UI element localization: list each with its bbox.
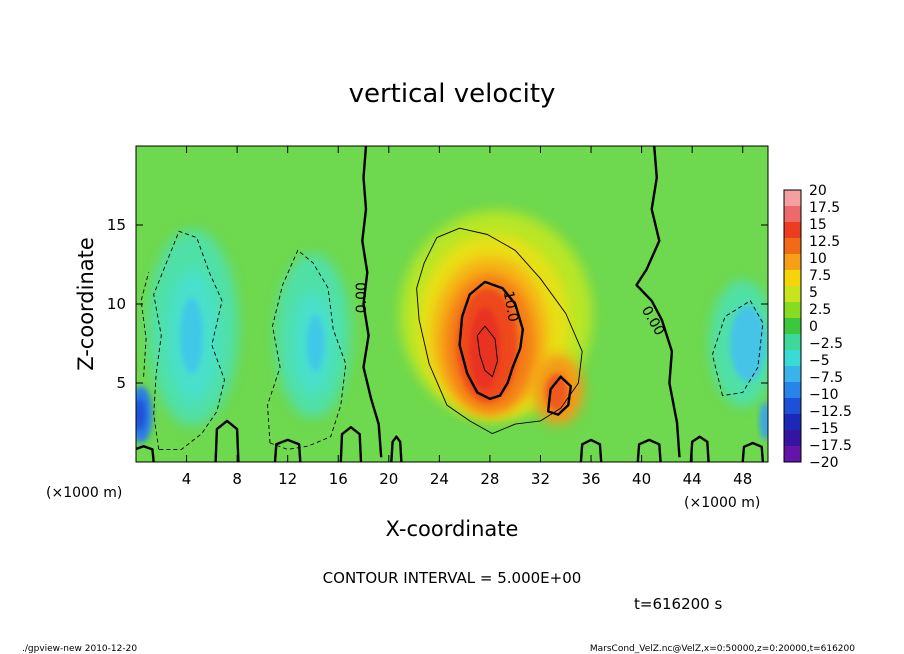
colorbar-swatch — [784, 254, 801, 271]
contour-label: 10.0 — [500, 290, 521, 323]
heatmap-field — [136, 210, 768, 444]
contour-negative — [711, 300, 764, 397]
colorbar-swatch — [784, 366, 801, 383]
contour-core — [476, 325, 498, 378]
contour-zero-bump — [273, 438, 302, 462]
heatmap-blob — [730, 305, 766, 382]
colorbar-label: −17.5 — [809, 438, 852, 454]
colorbar-swatch — [784, 430, 801, 447]
colorbar-frame — [783, 189, 802, 463]
contour-negative — [140, 272, 150, 377]
colorbar-swatch — [784, 318, 801, 335]
colorbar-label: 15 — [809, 217, 827, 233]
x-tick-label: 12 — [278, 470, 297, 488]
colorbar-label: 7.5 — [809, 268, 831, 284]
x-tick-label: 4 — [182, 470, 192, 488]
contour-zero-bump — [689, 435, 710, 462]
plot-area — [136, 146, 768, 462]
colorbar-swatch — [784, 350, 801, 367]
heatmap-blob — [306, 315, 325, 372]
y-tick-label: 15 — [107, 216, 126, 234]
heatmap-blob — [136, 398, 146, 431]
x-tick-label: 28 — [480, 470, 499, 488]
colorbar-swatch — [784, 286, 801, 303]
colorbar-label: 5 — [809, 285, 818, 301]
contour-ten — [458, 280, 524, 400]
x-axis-label: X-coordinate — [386, 517, 519, 541]
colorbar-label: −15 — [809, 421, 839, 437]
x-axis: 4 8 12 16 20 24 28 32 36 40 44 48 — [182, 146, 752, 488]
contour-zero-bump — [214, 419, 240, 462]
colorbar-swatch — [784, 270, 801, 287]
colorbar-label: 10 — [809, 251, 827, 267]
y-axis: 5 10 15 — [107, 216, 768, 392]
colorbar-swatch — [784, 206, 801, 223]
colorbar-swatch — [784, 222, 801, 239]
heatmap-blob — [545, 373, 569, 412]
x-tick-label: 40 — [632, 470, 651, 488]
heatmap-blob — [180, 297, 203, 374]
colorbar-label: −20 — [809, 455, 839, 471]
x-tick-label: 44 — [683, 470, 702, 488]
contour-zero-bump — [636, 438, 662, 462]
colorbar: 2017.51512.5107.552.50−2.5−5−7.5−10−12.5… — [783, 183, 852, 471]
x-tick-label: 48 — [733, 470, 752, 488]
x-tick-label: 32 — [531, 470, 550, 488]
colorbar-swatch — [784, 382, 801, 399]
contour-five — [416, 227, 583, 435]
x-tick-label: 16 — [329, 470, 348, 488]
contour-zero — [361, 146, 383, 458]
x-tick-label: 8 — [232, 470, 242, 488]
chart-title: vertical velocity — [349, 79, 556, 109]
colorbar-swatch — [784, 238, 801, 255]
y-axis-label: Z-coordinate — [74, 237, 98, 371]
heatmap-blob — [759, 401, 768, 440]
x-unit-left: (×1000 m) — [46, 485, 122, 501]
y-tick-label: 5 — [116, 374, 126, 392]
x-tick-label: 24 — [430, 470, 449, 488]
colorbar-label: −12.5 — [809, 404, 852, 420]
colorbar-swatch — [784, 334, 801, 351]
colorbar-label: 20 — [809, 183, 827, 199]
x-unit-right: (×1000 m) — [684, 495, 760, 511]
contour-interval-text: CONTOUR INTERVAL = 5.000E+00 — [323, 569, 582, 587]
colorbar-label: −7.5 — [809, 370, 843, 386]
footer-left: ./gpview-new 2010-12-20 — [22, 644, 137, 654]
colorbar-label: 2.5 — [809, 302, 831, 318]
colorbar-swatch — [784, 302, 801, 319]
colorbar-label: −10 — [809, 387, 839, 403]
contour-zero — [635, 146, 681, 458]
contour-zero-bump — [339, 426, 363, 462]
time-label: t=616200 s — [634, 595, 722, 613]
colorbar-swatch — [784, 446, 801, 463]
x-tick-label: 36 — [581, 470, 600, 488]
contour-zero-bump — [390, 435, 403, 462]
colorbar-label: 12.5 — [809, 234, 840, 250]
contour-zero-bump — [741, 441, 765, 462]
y-tick-label: 10 — [107, 295, 126, 313]
colorbar-swatch — [784, 398, 801, 415]
colorbar-label: 0 — [809, 319, 818, 335]
contour-zero-bump — [136, 445, 155, 462]
footer-right: MarsCond_VelZ.nc@VelZ,x=0:50000,z=0:2000… — [590, 644, 855, 654]
contour-lines — [136, 146, 765, 462]
colorbar-label: 17.5 — [809, 200, 840, 216]
contour-negative — [153, 230, 225, 450]
heatmap-blob — [469, 307, 501, 390]
contour-zero-bump — [579, 438, 603, 462]
contour-secondary — [546, 375, 572, 416]
colorbar-swatch — [784, 414, 801, 431]
colorbar-label: −5 — [809, 353, 830, 369]
contour-negative — [267, 249, 347, 450]
contour-label: 0.00 — [354, 282, 370, 313]
x-tick-label: 20 — [379, 470, 398, 488]
colorbar-swatch — [784, 190, 801, 207]
colorbar-label: −2.5 — [809, 336, 843, 352]
